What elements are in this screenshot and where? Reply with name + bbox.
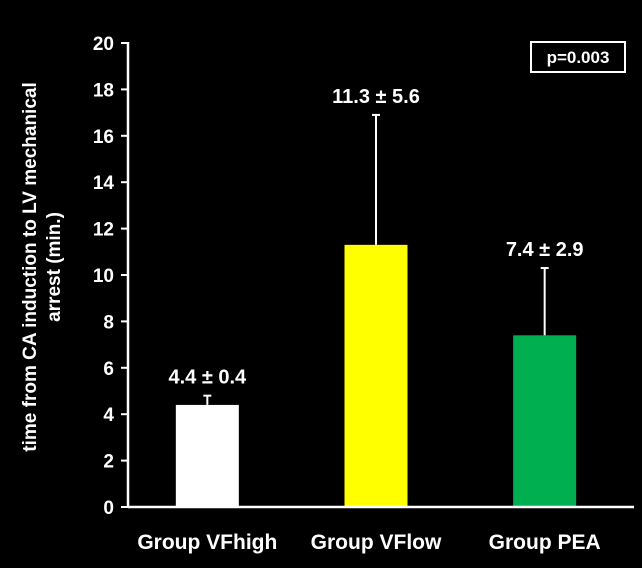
y-tick-label: 20 <box>93 34 114 55</box>
p-value-box <box>530 41 626 73</box>
bar-2 <box>344 244 408 507</box>
bar-1 <box>175 404 239 507</box>
y-tick-label: 2 <box>103 452 114 473</box>
data-label: 11.3 ± 5.6 <box>332 86 420 108</box>
y-tick-label: 4 <box>103 405 114 426</box>
p-value-annotation: p=0.003 <box>530 41 626 73</box>
y-axis-label-line-2: arrest (min.) <box>44 212 65 322</box>
y-tick-label: 8 <box>103 312 114 333</box>
y-axis-ticks: 0 2 4 6 8 10 12 14 16 18 20 <box>93 34 128 519</box>
bars: 4.4 ± 0.4 11.3 ± 5.6 7.4 ± 2.9 <box>168 86 584 507</box>
data-label: 4.4 ± 0.4 <box>168 367 247 389</box>
category-label: Group VFlow <box>311 531 442 554</box>
y-tick-label: 18 <box>93 80 114 101</box>
category-label: Group VFhigh <box>137 531 277 554</box>
p-value-text: p=0.003 <box>547 48 610 67</box>
category-labels: Group VFhigh Group VFlow Group PEA <box>137 531 600 554</box>
y-tick-label: 14 <box>93 173 115 194</box>
y-tick-label: 10 <box>93 266 114 287</box>
y-tick-label: 0 <box>103 498 114 519</box>
y-tick-label: 6 <box>103 359 114 380</box>
y-tick-label: 12 <box>93 220 114 241</box>
y-tick-label: 16 <box>93 127 114 148</box>
axes <box>126 42 634 509</box>
y-axis-label-line-1: time from CA induction to LV mechanical <box>20 82 41 451</box>
y-axis-label: time from CA induction to LV mechanical … <box>20 82 65 451</box>
category-label: Group PEA <box>489 531 601 554</box>
bar-3 <box>513 335 577 507</box>
data-label: 7.4 ± 2.9 <box>506 239 584 261</box>
